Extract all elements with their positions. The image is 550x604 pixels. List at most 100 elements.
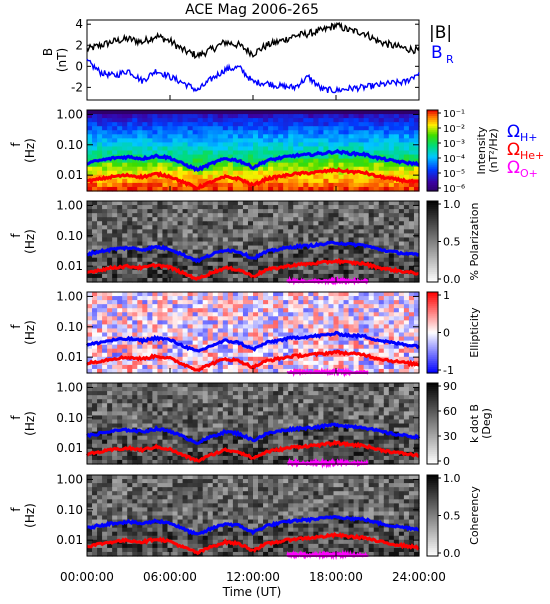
spectrogram-cell xyxy=(364,258,370,263)
spectrogram-cell xyxy=(253,353,259,358)
spectrogram-cell xyxy=(379,225,385,230)
spectrogram-cell xyxy=(122,399,128,404)
spectrogram-cell xyxy=(333,229,339,234)
spectrogram-cell xyxy=(233,365,239,370)
spectrogram-cell xyxy=(92,320,98,325)
spectrogram-cell xyxy=(218,456,224,461)
spectrogram-cell xyxy=(198,242,204,247)
spectrogram-cell xyxy=(293,167,299,172)
spectrogram-cell xyxy=(233,163,239,168)
spectrogram-cell xyxy=(233,209,239,214)
spectrogram-cell xyxy=(157,391,163,396)
spectrogram-cell xyxy=(233,122,239,127)
spectrogram-cell xyxy=(333,357,339,362)
spectrogram-cell xyxy=(333,361,339,366)
spectrogram-cell xyxy=(349,126,355,131)
spectrogram-cell xyxy=(233,114,239,119)
spectrogram-cell xyxy=(243,403,249,408)
spectrogram-cell xyxy=(208,229,214,234)
spectrogram-cell xyxy=(142,296,148,301)
spectrogram-cell xyxy=(238,308,244,313)
spectrogram-cell xyxy=(102,151,108,156)
spectrogram-cell xyxy=(92,365,98,370)
spectrogram-cell xyxy=(162,201,168,206)
colorbar-tick-label: 10⁻⁵ xyxy=(443,169,465,180)
spectrogram-cell xyxy=(183,333,189,338)
spectrogram-cell xyxy=(198,300,204,305)
spectrogram-cell xyxy=(374,242,380,247)
spectrogram-cell xyxy=(178,292,184,297)
spectrogram-cell xyxy=(142,205,148,210)
spectrogram-cell xyxy=(313,324,319,329)
spectrogram-cell xyxy=(117,415,123,420)
spectrogram-cell xyxy=(308,266,314,271)
spectrogram-cell xyxy=(218,183,224,188)
spectrogram-cell xyxy=(278,436,284,441)
spectrogram-cell xyxy=(238,114,244,119)
spectrogram-cell xyxy=(258,296,264,301)
spectrogram-cell xyxy=(323,217,329,222)
spectrogram-cell xyxy=(293,292,299,297)
spectrogram-cell xyxy=(183,424,189,429)
spectrogram-cell xyxy=(409,237,415,242)
spectrogram-cell xyxy=(97,142,103,147)
spectrogram-cell xyxy=(167,130,173,135)
spectrogram-cell xyxy=(203,118,209,123)
spectrogram-cell xyxy=(263,213,269,218)
spectrogram-cell xyxy=(152,221,158,226)
spectrogram-cell xyxy=(243,316,249,321)
spectrogram-cell xyxy=(218,328,224,333)
spectrogram-cell xyxy=(137,333,143,338)
spectrogram-cell xyxy=(87,411,93,416)
spectrogram-cell xyxy=(253,213,259,218)
spectrogram-cell xyxy=(389,138,395,143)
spectrogram-cell xyxy=(223,292,229,297)
spectrogram-cell xyxy=(122,134,128,139)
spectrogram-cell xyxy=(198,201,204,206)
spectrogram-cell xyxy=(354,183,360,188)
spectrogram-cell xyxy=(328,266,334,271)
spectrogram-cell xyxy=(263,440,269,445)
spectrogram-cell xyxy=(243,428,249,433)
spectrogram-cell xyxy=(263,456,269,461)
spectrogram-cell xyxy=(369,341,375,346)
spectrogram-cell xyxy=(223,333,229,338)
spectrogram-cell xyxy=(258,300,264,305)
spectrogram-cell xyxy=(323,304,329,309)
spectrogram-cell xyxy=(97,138,103,143)
spectrogram-cell xyxy=(283,237,289,242)
spectrogram-cell xyxy=(389,217,395,222)
spectrogram-cell xyxy=(127,300,133,305)
spectrogram-cell xyxy=(238,333,244,338)
spectrogram-cell xyxy=(344,292,350,297)
spectrogram-cell xyxy=(344,110,350,115)
spectrogram-cell xyxy=(92,246,98,251)
spectrogram-cell xyxy=(157,110,163,115)
spectrogram-cell xyxy=(404,349,410,354)
spectrogram-cell xyxy=(213,407,219,412)
spectrogram-cell xyxy=(283,300,289,305)
spectrogram-cell xyxy=(213,403,219,408)
spectrogram-cell xyxy=(188,411,194,416)
spectrogram-cell xyxy=(394,167,400,172)
spectrogram-cell xyxy=(318,142,324,147)
spectrogram-cell xyxy=(374,130,380,135)
spectrogram-cell xyxy=(384,126,390,131)
spectrogram-cell xyxy=(313,316,319,321)
spectrogram-cell xyxy=(379,254,385,259)
spectrogram-cell xyxy=(112,387,118,392)
spectrogram-cell xyxy=(243,383,249,388)
spectrogram-cell xyxy=(92,399,98,404)
spectrogram-cell xyxy=(198,233,204,238)
spectrogram-cell xyxy=(137,320,143,325)
spectrogram-cell xyxy=(102,365,108,370)
spectrogram-cell xyxy=(354,221,360,226)
spectrogram-cell xyxy=(183,407,189,412)
spectrogram-cell xyxy=(122,205,128,210)
spectrogram-cell xyxy=(167,333,173,338)
spectrogram-cell xyxy=(97,444,103,449)
spectrogram-cell xyxy=(233,407,239,412)
spectrogram-cell xyxy=(364,221,370,226)
spectrogram-cell xyxy=(389,163,395,168)
spectrogram-cell xyxy=(122,349,128,354)
